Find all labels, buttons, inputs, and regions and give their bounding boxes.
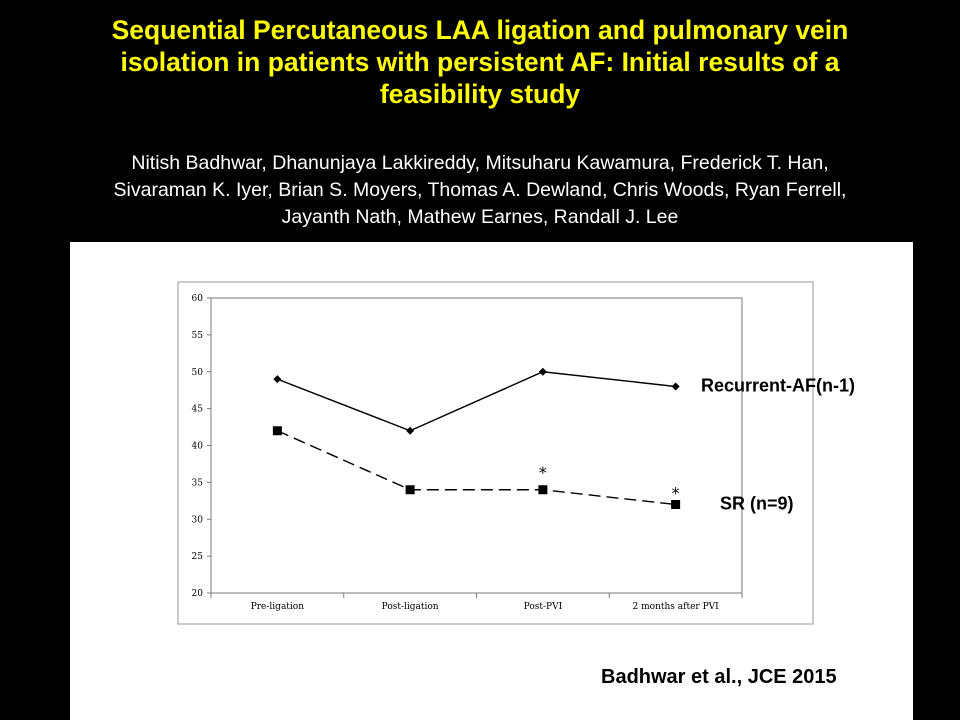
series-label: Recurrent-AF(n-1)	[701, 375, 855, 395]
author-line: Sivaraman K. Iyer, Brian S. Moyers, Thom…	[113, 179, 847, 201]
x-tick-label: Post-PVI	[524, 602, 563, 612]
data-point	[538, 367, 547, 376]
title-line: isolation in patients with persistent AF…	[120, 47, 840, 77]
x-tick-label: 2 months after PVI	[633, 602, 720, 612]
y-tick-label: 25	[192, 552, 204, 562]
x-tick-label: Pre-ligation	[251, 602, 305, 612]
author-line: Nitish Badhwar, Dhanunjaya Lakkireddy, M…	[131, 152, 829, 174]
citation: Badhwar et al., JCE 2015	[601, 666, 837, 688]
chart-frame	[177, 281, 814, 625]
title-line: feasibility study	[379, 79, 581, 109]
data-point	[405, 485, 415, 495]
title-line: Sequential Percutaneous LAA ligation and…	[111, 15, 849, 45]
significance-marker: *	[672, 484, 680, 503]
author-line: Jayanth Nath, Mathew Earnes, Randall J. …	[281, 206, 679, 228]
y-tick-label: 55	[192, 331, 204, 341]
y-tick-label: 20	[192, 589, 204, 599]
data-point	[272, 426, 282, 436]
series-layer: Recurrent-AF(n-1) SR (n=9)	[272, 367, 855, 513]
y-tick-label: 50	[192, 368, 204, 378]
author-list: Nitish Badhwar, Dhanunjaya Lakkireddy, M…	[0, 150, 960, 231]
data-point	[273, 375, 282, 384]
y-tick-label: 60	[192, 294, 204, 304]
significance-marker: *	[539, 463, 547, 482]
y-tick-label: 35	[192, 478, 204, 488]
y-tick-label: 40	[192, 442, 204, 452]
data-point	[671, 382, 680, 391]
series-label: SR (n=9)	[720, 493, 794, 513]
chart-panel: 20 25 30 35 40 45 50 55 60 Pre-ligation Post-ligat…	[70, 242, 913, 720]
data-point	[406, 426, 415, 435]
slide-title: Sequential Percutaneous LAA ligation and…	[0, 14, 960, 110]
line-chart: 20 25 30 35 40 45 50 55 60 Pre-ligation Post-ligat…	[177, 281, 855, 625]
series-line	[277, 371, 676, 432]
series-line	[277, 430, 676, 506]
y-tick-label: 30	[192, 515, 204, 525]
x-tick-label: Post-ligation	[382, 602, 439, 612]
annotation-layer: **	[539, 463, 680, 503]
data-point	[671, 500, 681, 509]
data-point	[538, 485, 548, 495]
y-tick-label: 45	[192, 405, 204, 415]
axes: 20 25 30 35 40 45 50 55 60 Pre-ligation Post-ligat…	[192, 294, 743, 612]
